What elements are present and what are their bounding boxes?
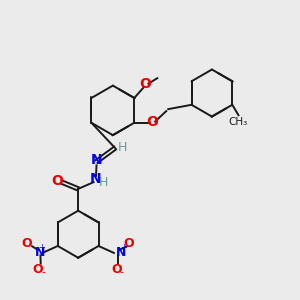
Text: O: O <box>51 174 63 188</box>
Text: H: H <box>117 141 127 154</box>
Text: N: N <box>91 153 102 167</box>
Text: -: - <box>120 267 124 277</box>
Text: +: + <box>120 243 127 252</box>
Text: N: N <box>35 246 45 259</box>
Text: H: H <box>99 176 109 189</box>
Text: CH₃: CH₃ <box>229 117 248 127</box>
Text: N: N <box>90 172 102 187</box>
Text: -: - <box>41 267 45 277</box>
Text: +: + <box>38 243 45 252</box>
Text: N: N <box>116 246 126 259</box>
Text: O: O <box>22 236 32 250</box>
Text: O: O <box>140 76 152 91</box>
Text: O: O <box>124 236 134 250</box>
Text: O: O <box>146 115 158 128</box>
Text: O: O <box>32 263 43 276</box>
Text: O: O <box>111 263 122 276</box>
